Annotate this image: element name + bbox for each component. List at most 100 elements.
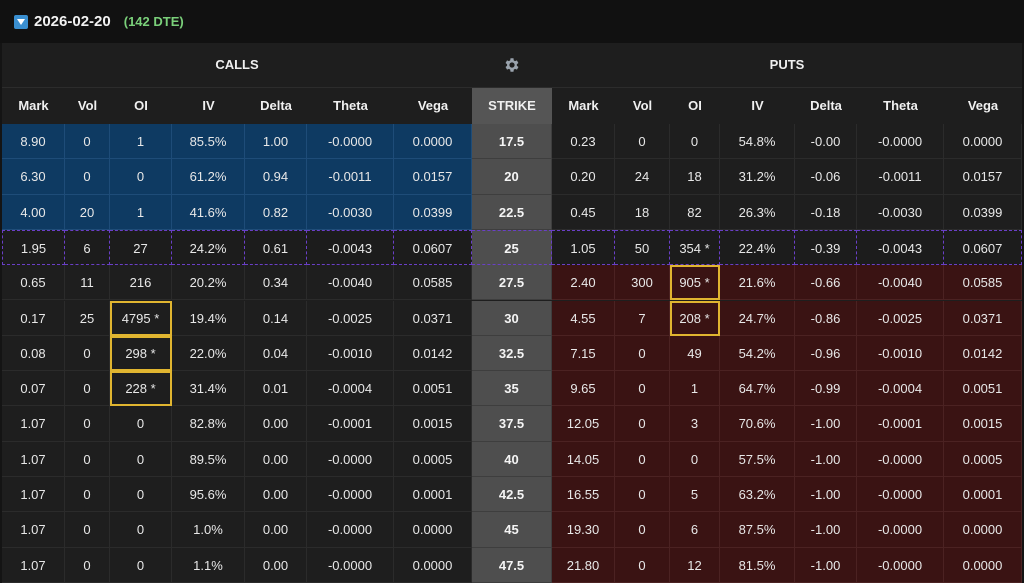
strike-row[interactable]: 6.30 0 0 61.2% 0.94 -0.0011 0.0157 20 0.20 24 18 31… bbox=[2, 159, 1022, 195]
put-theta-cell[interactable]: -0.0043 bbox=[857, 229, 944, 266]
call-oi-cell[interactable]: 27 bbox=[110, 229, 172, 266]
call-mark-cell[interactable]: 1.07 bbox=[2, 441, 65, 477]
put-iv-cell[interactable]: 54.2% bbox=[720, 335, 795, 372]
put-delta-cell[interactable]: -0.39 bbox=[795, 229, 857, 266]
call-vol-cell[interactable]: 0 bbox=[65, 547, 110, 583]
call-vol-cell[interactable]: 0 bbox=[65, 124, 110, 160]
call-iv-cell[interactable]: 95.6% bbox=[172, 477, 245, 513]
put-theta-cell[interactable]: -0.0000 bbox=[857, 547, 944, 583]
strike-row[interactable]: 4.00 20 1 41.6% 0.82 -0.0030 0.0399 22.5 0.45 18 8… bbox=[2, 194, 1022, 230]
call-iv-cell[interactable]: 61.2% bbox=[172, 159, 245, 195]
put-mark-cell[interactable]: 0.45 bbox=[552, 194, 615, 230]
put-iv-cell[interactable]: 26.3% bbox=[720, 194, 795, 230]
put-mark-cell[interactable]: 7.15 bbox=[552, 335, 615, 372]
put-delta-cell[interactable]: -0.00 bbox=[795, 124, 857, 160]
call-theta-cell[interactable]: -0.0000 bbox=[307, 124, 394, 160]
call-vega-cell[interactable]: 0.0005 bbox=[394, 441, 472, 477]
put-delta-cell[interactable]: -0.18 bbox=[795, 194, 857, 230]
call-oi-cell[interactable]: 298 * bbox=[110, 335, 172, 372]
put-oi-cell[interactable]: 12 bbox=[670, 547, 720, 583]
put-iv-cell[interactable]: 81.5% bbox=[720, 547, 795, 583]
put-vega-cell[interactable]: 0.0142 bbox=[944, 335, 1022, 372]
call-vol-cell[interactable]: 0 bbox=[65, 441, 110, 477]
call-delta-cell[interactable]: 0.14 bbox=[245, 300, 307, 336]
put-mark-cell[interactable]: 2.40 bbox=[552, 265, 615, 301]
call-mark-cell[interactable]: 1.07 bbox=[2, 477, 65, 513]
put-theta-cell[interactable]: -0.0010 bbox=[857, 335, 944, 372]
put-vol-cell[interactable]: 24 bbox=[615, 159, 670, 195]
call-theta-cell[interactable]: -0.0025 bbox=[307, 300, 394, 336]
strike-row[interactable]: 1.07 0 0 95.6% 0.00 -0.0000 0.0001 42.5 16.55 0 5 6… bbox=[2, 477, 1022, 513]
put-mark-cell[interactable]: 21.80 bbox=[552, 547, 615, 583]
put-vega-cell[interactable]: 0.0000 bbox=[944, 512, 1022, 548]
strike-cell[interactable]: 37.5 bbox=[472, 406, 552, 442]
put-theta-cell[interactable]: -0.0011 bbox=[857, 159, 944, 195]
call-delta-cell[interactable]: 0.00 bbox=[245, 441, 307, 477]
call-delta-cell[interactable]: 0.01 bbox=[245, 371, 307, 407]
put-iv-cell[interactable]: 54.8% bbox=[720, 124, 795, 160]
atm-strike-row[interactable]: 1.95 6 27 24.2% 0.61 -0.0043 0.0607 25 1.05 50 354… bbox=[2, 229, 1022, 266]
call-oi-cell[interactable]: 1 bbox=[110, 124, 172, 160]
puts-vol-header[interactable]: Vol bbox=[632, 98, 653, 113]
call-vega-cell[interactable]: 0.0000 bbox=[394, 547, 472, 583]
call-mark-cell[interactable]: 1.07 bbox=[2, 512, 65, 548]
put-theta-cell[interactable]: -0.0001 bbox=[857, 406, 944, 442]
put-vol-cell[interactable]: 300 bbox=[615, 265, 670, 301]
calls-vol-header[interactable]: Vol bbox=[77, 98, 98, 113]
call-vega-cell[interactable]: 0.0585 bbox=[394, 265, 472, 301]
call-iv-cell[interactable]: 1.0% bbox=[172, 512, 245, 548]
put-vol-cell[interactable]: 18 bbox=[615, 194, 670, 230]
call-theta-cell[interactable]: -0.0030 bbox=[307, 194, 394, 230]
call-vega-cell[interactable]: 0.0371 bbox=[394, 300, 472, 336]
puts-iv-header[interactable]: IV bbox=[751, 98, 764, 113]
calls-vega-header[interactable]: Vega bbox=[417, 98, 449, 113]
call-vega-cell[interactable]: 0.0015 bbox=[394, 406, 472, 442]
call-delta-cell[interactable]: 0.04 bbox=[245, 335, 307, 372]
put-iv-cell[interactable]: 64.7% bbox=[720, 371, 795, 407]
puts-mark-header[interactable]: Mark bbox=[568, 98, 599, 113]
call-delta-cell[interactable]: 0.82 bbox=[245, 194, 307, 230]
put-oi-cell[interactable]: 1 bbox=[670, 371, 720, 407]
call-oi-cell[interactable]: 216 bbox=[110, 265, 172, 301]
strike-row[interactable]: 0.65 11 216 20.2% 0.34 -0.0040 0.0585 27.5 2.40 3… bbox=[2, 265, 1022, 301]
put-theta-cell[interactable]: -0.0004 bbox=[857, 371, 944, 407]
call-delta-cell[interactable]: 0.00 bbox=[245, 512, 307, 548]
strike-cell[interactable]: 17.5 bbox=[472, 124, 552, 160]
strike-row[interactable]: 1.07 0 0 89.5% 0.00 -0.0000 0.0005 40 14.05 0 0 57.… bbox=[2, 441, 1022, 477]
strike-cell[interactable]: 42.5 bbox=[472, 477, 552, 513]
call-delta-cell[interactable]: 0.00 bbox=[245, 477, 307, 513]
call-vega-cell[interactable]: 0.0051 bbox=[394, 371, 472, 407]
put-theta-cell[interactable]: -0.0000 bbox=[857, 512, 944, 548]
call-mark-cell[interactable]: 0.65 bbox=[2, 265, 65, 301]
puts-delta-header[interactable]: Delta bbox=[810, 98, 842, 113]
put-vega-cell[interactable]: 0.0371 bbox=[944, 300, 1022, 336]
call-oi-cell[interactable]: 0 bbox=[110, 441, 172, 477]
strike-cell[interactable]: 30 bbox=[472, 300, 552, 336]
put-oi-cell[interactable]: 208 * bbox=[670, 300, 720, 336]
put-oi-cell[interactable]: 5 bbox=[670, 477, 720, 513]
call-oi-cell[interactable]: 0 bbox=[110, 406, 172, 442]
call-iv-cell[interactable]: 1.1% bbox=[172, 547, 245, 583]
put-mark-cell[interactable]: 16.55 bbox=[552, 477, 615, 513]
put-delta-cell[interactable]: -0.66 bbox=[795, 265, 857, 301]
call-vega-cell[interactable]: 0.0000 bbox=[394, 124, 472, 160]
call-oi-cell[interactable]: 0 bbox=[110, 477, 172, 513]
put-vol-cell[interactable]: 0 bbox=[615, 371, 670, 407]
put-theta-cell[interactable]: -0.0025 bbox=[857, 300, 944, 336]
call-iv-cell[interactable]: 24.2% bbox=[172, 229, 245, 266]
triangle-down-icon[interactable] bbox=[14, 14, 28, 29]
put-oi-cell[interactable]: 905 * bbox=[670, 265, 720, 301]
put-delta-cell[interactable]: -0.06 bbox=[795, 159, 857, 195]
call-iv-cell[interactable]: 41.6% bbox=[172, 194, 245, 230]
call-oi-cell[interactable]: 1 bbox=[110, 194, 172, 230]
call-iv-cell[interactable]: 31.4% bbox=[172, 371, 245, 407]
call-vega-cell[interactable]: 0.0000 bbox=[394, 512, 472, 548]
call-vega-cell[interactable]: 0.0001 bbox=[394, 477, 472, 513]
strike-cell[interactable]: 25 bbox=[472, 229, 552, 266]
put-vol-cell[interactable]: 0 bbox=[615, 406, 670, 442]
call-mark-cell[interactable]: 1.95 bbox=[2, 229, 65, 266]
expiry-date[interactable]: 2026-02-20 bbox=[34, 13, 111, 30]
put-mark-cell[interactable]: 1.05 bbox=[552, 229, 615, 266]
call-theta-cell[interactable]: -0.0000 bbox=[307, 547, 394, 583]
put-oi-cell[interactable]: 6 bbox=[670, 512, 720, 548]
